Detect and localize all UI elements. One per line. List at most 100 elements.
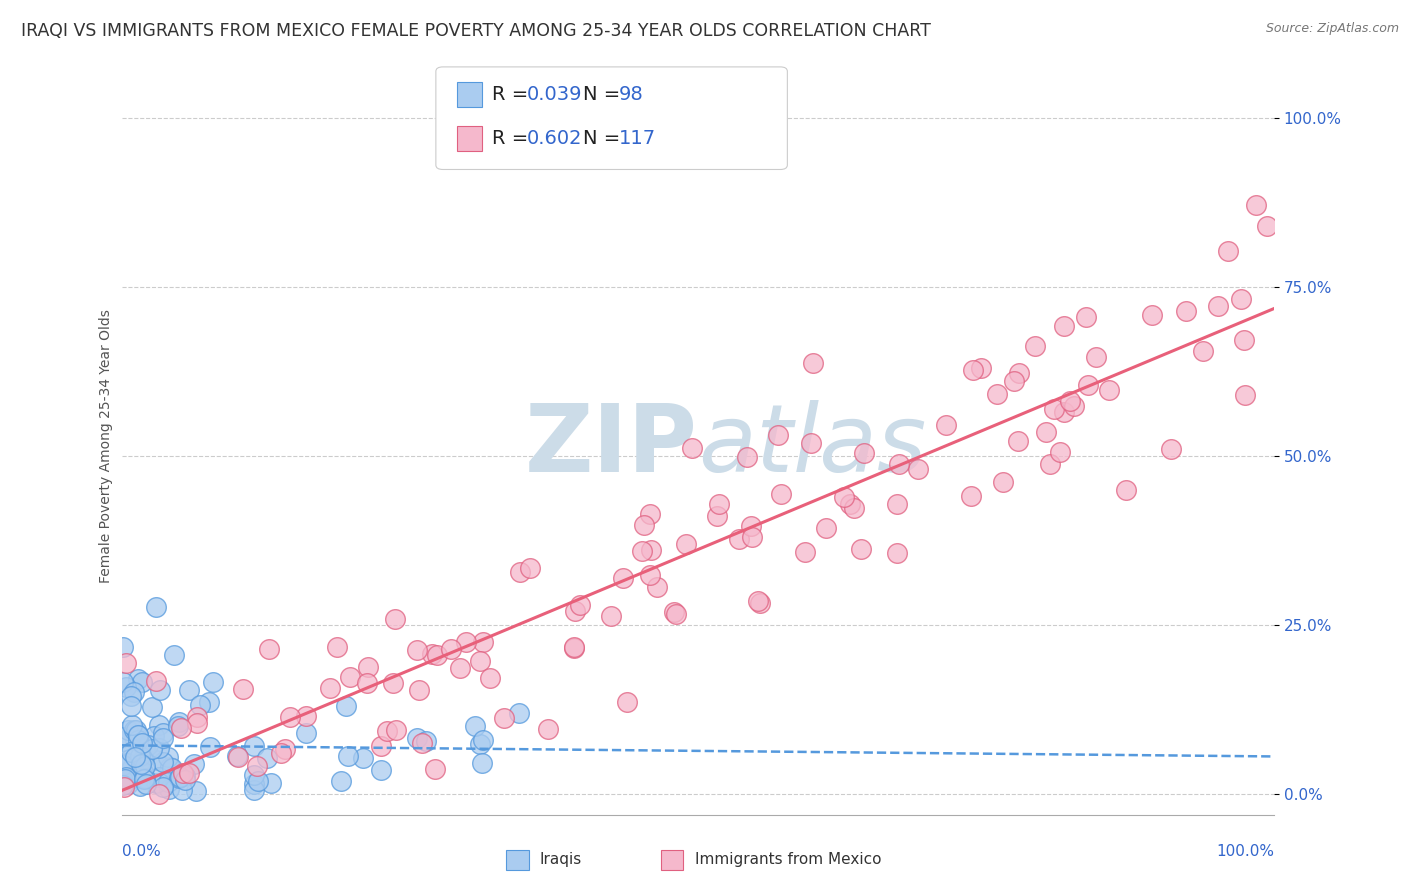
Point bbox=[1063, 399, 1085, 413]
Point bbox=[129, 757, 152, 772]
Point bbox=[886, 546, 908, 560]
Point bbox=[120, 699, 142, 714]
Point bbox=[124, 723, 146, 737]
Point bbox=[122, 684, 145, 698]
Point bbox=[257, 641, 280, 656]
Point bbox=[243, 739, 266, 754]
Point bbox=[129, 779, 152, 793]
Text: atlas: atlas bbox=[697, 401, 927, 491]
Point bbox=[148, 770, 170, 784]
Text: N =: N = bbox=[583, 85, 627, 104]
Point bbox=[141, 699, 163, 714]
Point bbox=[162, 761, 184, 775]
Point bbox=[471, 635, 494, 649]
Point bbox=[728, 532, 751, 546]
Point bbox=[664, 607, 686, 622]
Point bbox=[408, 682, 430, 697]
Point bbox=[384, 612, 406, 626]
Point bbox=[120, 745, 142, 759]
Point bbox=[568, 598, 591, 612]
Point bbox=[117, 777, 139, 791]
Point bbox=[411, 736, 433, 750]
Point bbox=[243, 782, 266, 797]
Point bbox=[132, 765, 155, 780]
Point bbox=[111, 640, 134, 655]
Point bbox=[112, 758, 135, 772]
Point bbox=[468, 654, 491, 668]
Text: 0.0%: 0.0% bbox=[122, 845, 160, 859]
Point bbox=[198, 695, 221, 709]
Point bbox=[173, 770, 195, 784]
Point bbox=[375, 723, 398, 738]
Text: R =: R = bbox=[492, 85, 534, 104]
Point bbox=[370, 739, 392, 753]
Point bbox=[616, 695, 638, 709]
Point bbox=[148, 718, 170, 732]
Text: 0.039: 0.039 bbox=[527, 85, 582, 104]
Text: 98: 98 bbox=[619, 85, 644, 104]
Point bbox=[232, 682, 254, 697]
Point bbox=[295, 709, 318, 723]
Point bbox=[564, 640, 586, 654]
Point bbox=[1206, 299, 1229, 313]
Point bbox=[640, 542, 662, 557]
Point bbox=[198, 739, 221, 754]
Point bbox=[167, 714, 190, 729]
Point bbox=[508, 706, 530, 721]
Point bbox=[357, 660, 380, 674]
Point bbox=[125, 723, 148, 737]
Point bbox=[118, 772, 141, 786]
Point bbox=[159, 760, 181, 774]
Point bbox=[134, 771, 156, 785]
Point bbox=[612, 571, 634, 585]
Point bbox=[471, 756, 494, 770]
Point bbox=[735, 450, 758, 465]
Point bbox=[1230, 293, 1253, 307]
Text: IRAQI VS IMMIGRANTS FROM MEXICO FEMALE POVERTY AMONG 25-34 YEAR OLDS CORRELATION: IRAQI VS IMMIGRANTS FROM MEXICO FEMALE P… bbox=[21, 22, 931, 40]
Point bbox=[769, 487, 792, 501]
Point bbox=[470, 737, 492, 751]
Point bbox=[356, 676, 378, 690]
Point bbox=[415, 734, 437, 748]
Point bbox=[1059, 393, 1081, 408]
Point bbox=[1002, 374, 1025, 388]
Point bbox=[681, 441, 703, 455]
Point bbox=[149, 682, 172, 697]
Point bbox=[134, 777, 156, 791]
Point bbox=[124, 733, 146, 747]
Point bbox=[600, 609, 623, 624]
Point bbox=[425, 763, 447, 777]
Point bbox=[127, 728, 149, 742]
Point bbox=[519, 561, 541, 575]
Point bbox=[1077, 377, 1099, 392]
Point bbox=[132, 772, 155, 786]
Point bbox=[801, 355, 824, 369]
Point bbox=[1216, 244, 1239, 258]
Point bbox=[114, 657, 136, 671]
Point bbox=[163, 648, 186, 663]
Text: Iraqis: Iraqis bbox=[540, 853, 582, 867]
Point bbox=[145, 600, 167, 615]
Point bbox=[186, 710, 208, 724]
Point bbox=[111, 772, 134, 787]
Point bbox=[454, 635, 477, 649]
Point bbox=[478, 671, 501, 685]
Point bbox=[492, 711, 515, 725]
Point bbox=[509, 565, 531, 579]
Text: N =: N = bbox=[583, 129, 627, 148]
Point bbox=[1233, 388, 1256, 402]
Point bbox=[145, 775, 167, 789]
Point bbox=[152, 731, 174, 745]
Point bbox=[127, 767, 149, 781]
Point bbox=[295, 726, 318, 740]
Point bbox=[747, 594, 769, 608]
Point bbox=[157, 750, 180, 764]
Point bbox=[464, 719, 486, 733]
Point bbox=[256, 751, 278, 765]
Text: Source: ZipAtlas.com: Source: ZipAtlas.com bbox=[1265, 22, 1399, 36]
Point bbox=[1115, 483, 1137, 498]
Point bbox=[962, 363, 984, 377]
Y-axis label: Female Poverty Among 25-34 Year Olds: Female Poverty Among 25-34 Year Olds bbox=[100, 309, 114, 583]
Point bbox=[115, 770, 138, 784]
Text: R =: R = bbox=[492, 129, 534, 148]
